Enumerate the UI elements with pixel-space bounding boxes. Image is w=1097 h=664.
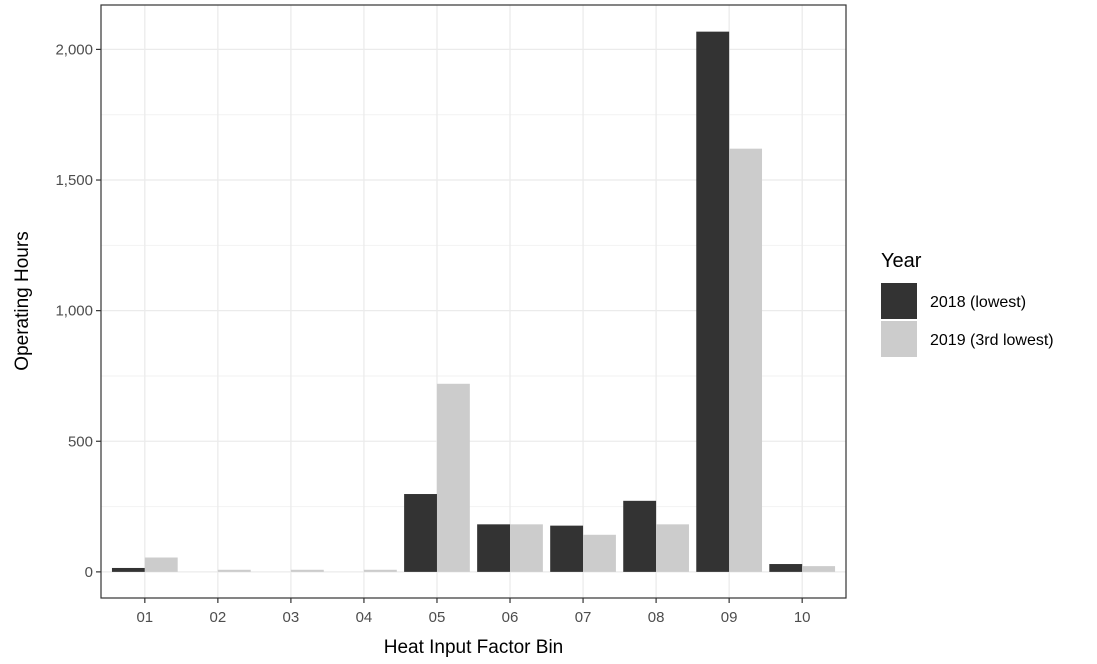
legend-label-series-1: 2018 (lowest): [930, 294, 1026, 311]
bar-02-series-2: [217, 569, 251, 572]
bars: [111, 31, 836, 572]
x-tick-label: 05: [429, 609, 446, 626]
bar-06-series-2: [510, 524, 543, 572]
legend-key-series-1: [881, 283, 917, 319]
bar-07-series-2: [583, 534, 616, 572]
bar-05-series-2: [436, 383, 470, 572]
bar-09-series-1: [696, 31, 730, 572]
x-tick-label: 03: [283, 609, 300, 626]
legend-title: Year: [881, 250, 922, 272]
bar-08-series-2: [656, 524, 689, 572]
bar-10-series-2: [802, 566, 836, 572]
x-tick-label: 06: [502, 609, 519, 626]
legend: Year 2018 (lowest) 2019 (3rd lowest): [881, 250, 1054, 357]
bar-10-series-1: [769, 564, 803, 572]
bar-07-series-1: [550, 525, 584, 572]
bar-01-series-1: [111, 567, 145, 572]
y-tick-label: 500: [68, 433, 93, 450]
x-tick-label: 08: [648, 609, 665, 626]
x-tick-label: 01: [136, 609, 153, 626]
x-tick-label: 04: [356, 609, 373, 626]
legend-key-series-2: [881, 321, 917, 357]
bar-09-series-2: [729, 148, 763, 572]
x-tick-label: 10: [794, 609, 811, 626]
y-tick-label: 1,500: [55, 172, 93, 189]
bar-03-series-2: [290, 569, 324, 572]
y-tick-label: 2,000: [55, 41, 93, 58]
x-tick-label: 09: [721, 609, 738, 626]
y-axis-title: Operating Hours: [12, 231, 33, 370]
y-tick-label: 1,000: [55, 303, 93, 320]
bar-05-series-1: [404, 494, 437, 572]
x-axis-title: Heat Input Factor Bin: [384, 637, 564, 658]
gridlines: [101, 5, 846, 598]
axes: 0 500 1,000 1,500 2,000 01 02 03 04 05 06 07 08 09 10: [55, 41, 810, 626]
bar-04-series-2: [363, 569, 397, 572]
y-tick-label: 0: [85, 564, 93, 581]
x-tick-label: 07: [575, 609, 592, 626]
x-tick-label: 02: [210, 609, 227, 626]
legend-label-series-2: 2019 (3rd lowest): [930, 332, 1054, 349]
bar-01-series-2: [144, 557, 178, 572]
bar-06-series-1: [477, 524, 511, 572]
panel-border: [100, 4, 847, 599]
bar-08-series-1: [623, 500, 657, 572]
